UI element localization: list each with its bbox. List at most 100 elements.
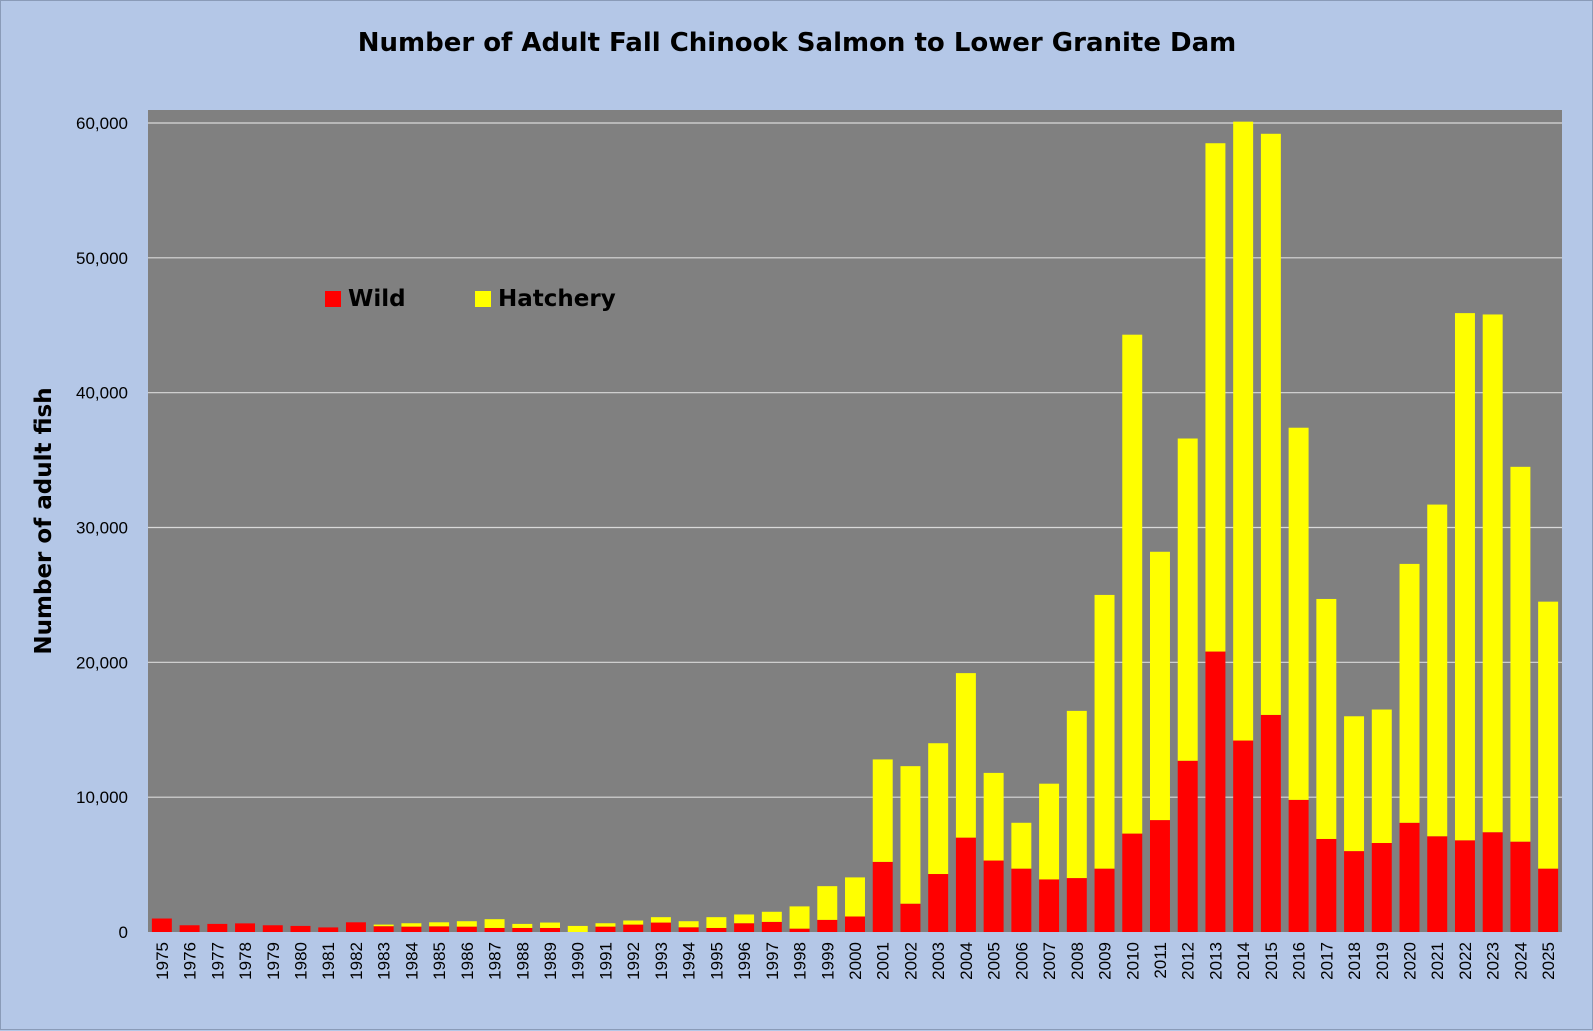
bar-wild-1983 [373,926,394,932]
x-tick-label: 2022 [1456,942,1475,980]
bar-hatchery-1986 [456,921,477,927]
x-tick-label: 1986 [458,942,477,980]
y-tick-label: 60,000 [76,114,128,133]
bar-hatchery-2015 [1260,133,1281,715]
bar-wild-2019 [1371,843,1392,932]
bar-hatchery-1997 [761,911,782,922]
x-tick-label: 2007 [1040,942,1059,980]
bar-wild-2025 [1538,868,1559,932]
bar-hatchery-2000 [845,877,865,917]
bar-wild-1984 [401,926,422,932]
x-tick-label: 1985 [430,942,449,980]
bar-wild-2013 [1205,651,1226,932]
bar-hatchery-1987 [484,919,505,928]
bar-hatchery-2002 [900,766,921,904]
x-tick-label: 1976 [181,942,200,980]
bar-wild-2014 [1233,740,1254,932]
x-tick-label: 1979 [264,942,283,980]
bar-wild-2010 [1122,833,1143,932]
bar-hatchery-1992 [623,920,644,925]
x-tick-label: 2013 [1206,942,1225,980]
bar-hatchery-2013 [1205,143,1226,652]
x-tick-label: 2020 [1401,942,1420,980]
bar-wild-1978 [235,923,256,932]
bar-hatchery-2021 [1427,504,1448,837]
bar-hatchery-2020 [1399,563,1420,823]
x-tick-label: 2018 [1345,942,1364,980]
bar-wild-1985 [429,926,450,932]
legend-swatch-hatchery [475,291,491,307]
x-tick-label: 1984 [402,942,421,980]
bars [151,121,1559,932]
x-tick-label: 1994 [680,942,699,980]
bar-wild-1989 [540,927,561,932]
x-tick-label: 2008 [1068,942,1087,980]
bar-hatchery-2014 [1233,121,1254,741]
bar-wild-2002 [900,903,921,932]
bar-hatchery-1993 [650,917,671,923]
x-tick-label: 2004 [957,942,976,980]
bar-hatchery-1998 [789,906,810,929]
x-tick-label: 2017 [1317,942,1336,980]
x-tick-label: 2000 [846,942,865,980]
bar-wild-2007 [1039,879,1060,932]
bar-wild-2017 [1316,838,1337,932]
bar-hatchery-1995 [706,917,727,928]
bar-wild-2018 [1344,851,1365,932]
bar-wild-2009 [1094,868,1115,932]
bar-wild-2001 [872,861,893,932]
x-tick-label: 2021 [1428,942,1447,980]
bar-wild-1995 [706,927,727,932]
x-tick-label: 1983 [375,942,394,980]
x-tick-label: 2009 [1096,942,1115,980]
bar-wild-2004 [955,837,976,932]
x-tick-label: 2001 [874,942,893,980]
legend-swatch-wild [325,291,341,307]
x-axis-ticks: 1975 1976 1977 1978 1979 1980 1981 1982 1983 1984… [153,942,1558,980]
x-tick-label: 1997 [763,942,782,980]
bar-hatchery-2018 [1344,716,1365,852]
bar-wild-2015 [1260,714,1281,932]
bar-hatchery-1990 [567,925,588,932]
bar-wild-2022 [1454,840,1475,932]
bar-wild-1979 [262,925,283,932]
x-tick-label: 1980 [291,942,310,980]
bar-hatchery-2016 [1288,427,1309,800]
bar-hatchery-2009 [1094,594,1115,869]
x-tick-label: 2006 [1012,942,1031,980]
x-tick-label: 1981 [319,942,338,980]
bar-wild-1994 [678,927,699,932]
legend: Wild Hatchery [325,286,616,312]
bar-wild-1975 [151,918,172,932]
bar-hatchery-2022 [1454,313,1475,841]
y-axis-ticks: 0 10,000 20,000 30,000 40,000 50,000 60,000 [76,114,128,942]
bar-hatchery-2007 [1039,783,1060,880]
y-tick-label: 20,000 [76,653,128,672]
x-tick-label: 1999 [818,942,837,980]
bar-wild-2016 [1288,799,1309,932]
bar-wild-1976 [179,925,200,932]
x-tick-label: 2011 [1151,942,1170,979]
bar-wild-2021 [1427,836,1448,932]
bar-hatchery-2019 [1371,709,1392,844]
bar-hatchery-2003 [928,743,949,875]
x-tick-label: 2016 [1290,942,1309,980]
y-tick-label: 40,000 [76,384,128,403]
x-tick-label: 1977 [208,942,227,980]
bar-wild-1988 [512,927,533,932]
x-tick-label: 1982 [347,942,366,980]
y-tick-label: 0 [119,923,128,942]
x-tick-label: 2025 [1539,942,1558,980]
bar-hatchery-1984 [401,923,422,927]
x-tick-label: 2019 [1373,942,1392,980]
y-tick-label: 30,000 [76,519,128,538]
x-tick-label: 2024 [1511,942,1530,980]
bar-wild-1987 [484,927,505,932]
bar-wild-2020 [1399,822,1420,932]
bar-hatchery-2023 [1482,314,1503,833]
x-tick-label: 1975 [153,942,172,980]
y-axis-label: Number of adult fish [31,387,57,654]
bar-hatchery-1985 [429,922,450,927]
bar-hatchery-2011 [1149,551,1170,821]
